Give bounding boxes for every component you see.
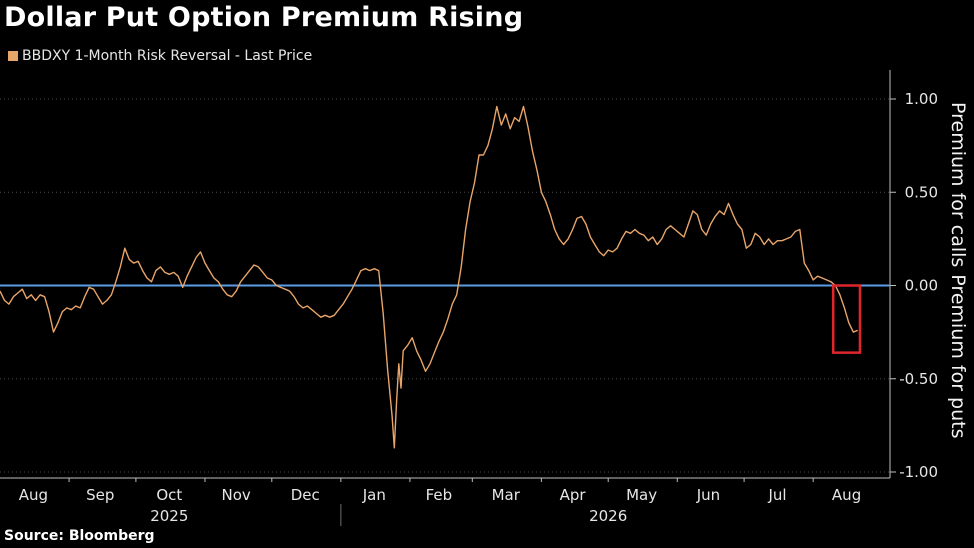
x-tick-label: Jan <box>362 486 386 504</box>
x-tick-label: Oct <box>156 486 182 504</box>
y-axis-label-calls: Premium for calls <box>947 102 969 267</box>
x-tick-label: Aug <box>832 486 861 504</box>
y-tick-label: 1.00 <box>905 90 938 108</box>
x-tick-label: Jun <box>696 486 720 504</box>
y-tick-label: 0.50 <box>905 183 938 201</box>
x-tick-label: Jul <box>767 486 786 504</box>
legend: BBDXY 1-Month Risk Reversal - Last Price <box>8 48 312 64</box>
year-label: 2025 <box>150 507 188 525</box>
x-tick-label: Nov <box>222 486 251 504</box>
x-tick-label: Feb <box>426 486 453 504</box>
x-tick-label: Aug <box>19 486 48 504</box>
source-note: Source: Bloomberg <box>4 528 155 544</box>
x-tick-label: Dec <box>291 486 320 504</box>
legend-label: BBDXY 1-Month Risk Reversal - Last Price <box>22 48 313 64</box>
legend-swatch <box>8 51 18 61</box>
series-line <box>0 105 858 449</box>
x-tick-label: Mar <box>492 486 521 504</box>
y-axis-label: Premium for calls Premium for puts <box>947 102 969 439</box>
chart-title: Dollar Put Option Premium Rising <box>4 2 524 33</box>
x-tick-label: Sep <box>86 486 114 504</box>
year-label: 2026 <box>589 507 627 525</box>
x-tick-label: May <box>626 486 657 504</box>
y-axis-label-puts: Premium for puts <box>947 274 969 438</box>
y-tick-label: -0.50 <box>899 370 938 388</box>
highlight-box <box>831 284 862 354</box>
y-tick-label: 0.00 <box>905 277 938 295</box>
x-tick-label: Apr <box>560 486 587 504</box>
y-tick-label: -1.00 <box>899 463 938 481</box>
